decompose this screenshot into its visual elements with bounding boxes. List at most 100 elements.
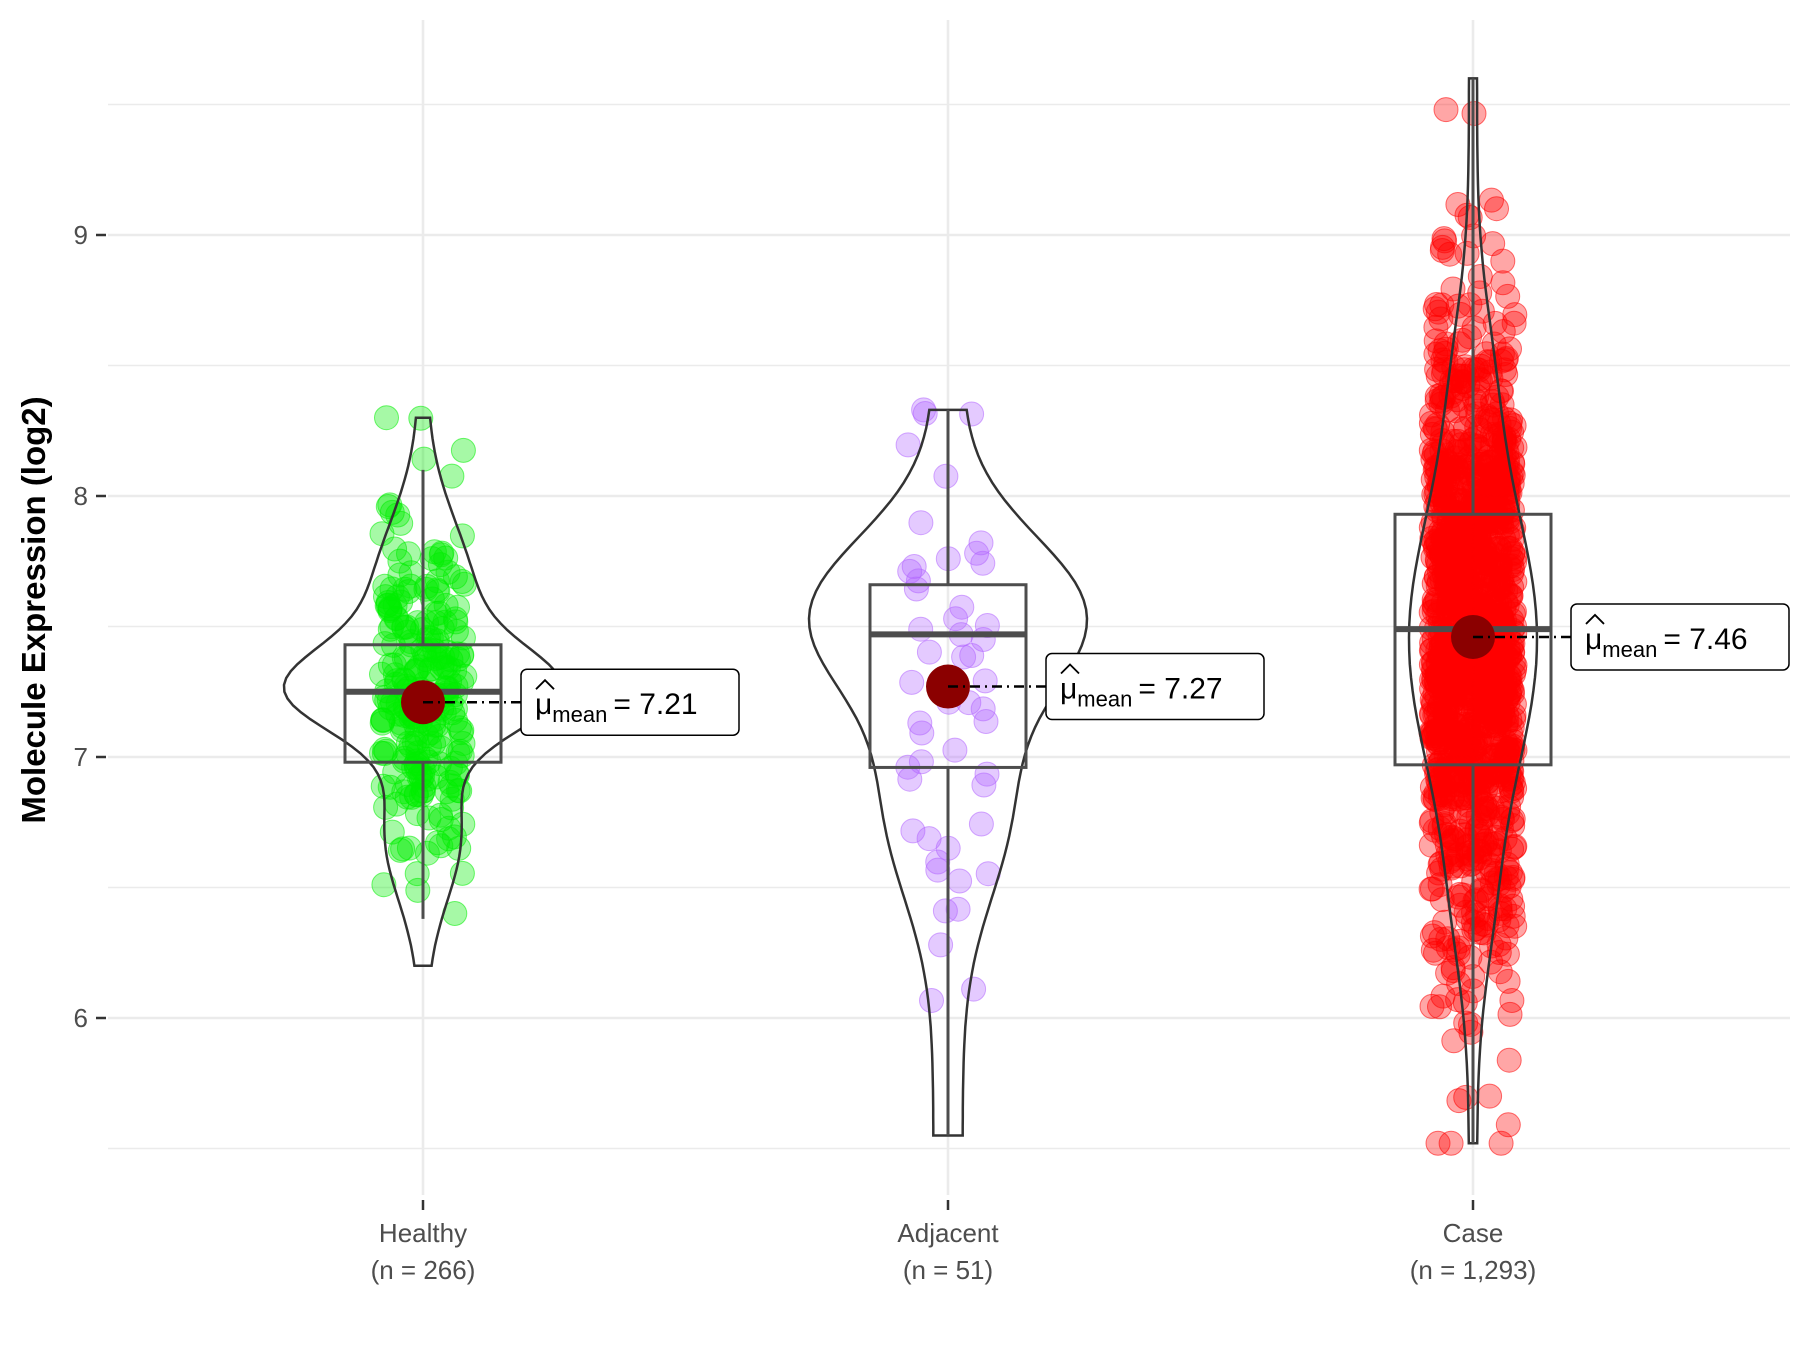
data-point-healthy <box>443 609 469 635</box>
data-point-case <box>1501 310 1527 336</box>
box-case <box>1393 512 1553 767</box>
data-point-healthy <box>414 573 440 599</box>
mean-label-box-healthy <box>520 668 740 736</box>
data-point-case <box>1424 712 1449 738</box>
data-point-healthy <box>374 405 399 431</box>
data-point-healthy <box>449 523 475 549</box>
violin-adjacent <box>807 408 1089 1137</box>
data-point-case <box>1433 97 1459 123</box>
data-point-case <box>1425 299 1451 325</box>
data-point-healthy <box>382 536 408 562</box>
data-point-healthy <box>396 835 422 861</box>
hat-icon <box>535 678 555 690</box>
data-point-healthy <box>395 772 420 797</box>
data-point-case <box>1459 663 1485 689</box>
mean-label-case: μmean = 7.46 <box>1585 623 1748 662</box>
data-point-adjacent <box>968 811 994 837</box>
data-point-healthy <box>428 833 454 859</box>
data-point-case <box>1440 557 1466 583</box>
mean-label-healthy: μmean = 7.21 <box>535 688 698 727</box>
mean-label-box-adjacent <box>1045 652 1265 721</box>
data-point-case <box>1425 663 1451 689</box>
data-point-healthy <box>390 836 416 862</box>
y-tick-label: 8 <box>74 481 88 511</box>
box-adjacent <box>868 583 1028 769</box>
violins <box>282 77 1539 1145</box>
data-point-healthy <box>439 795 465 821</box>
hat-icon <box>1585 613 1605 625</box>
data-point-case <box>1423 564 1449 590</box>
data-point-case <box>1436 470 1461 495</box>
data-point-case <box>1421 692 1447 718</box>
data-point-case <box>1456 674 1482 700</box>
data-point-case <box>1429 238 1455 263</box>
data-point-case <box>1446 1088 1472 1114</box>
data-point-healthy <box>450 437 476 463</box>
data-point-case <box>1468 353 1494 379</box>
data-point-case <box>1445 544 1471 569</box>
data-point-case <box>1443 577 1468 602</box>
data-point-adjacent <box>901 554 927 579</box>
data-point-case <box>1469 672 1495 698</box>
x-tick-label: Adjacent <box>897 1218 999 1248</box>
data-point-adjacent <box>908 616 934 642</box>
data-point-case <box>1423 940 1448 966</box>
data-point-adjacent <box>905 568 931 594</box>
data-point-case <box>1486 471 1512 497</box>
data-point-case <box>1429 655 1455 681</box>
data-point-case <box>1424 356 1450 382</box>
data-point-healthy <box>447 778 473 804</box>
data-point-case <box>1445 470 1470 495</box>
data-point-healthy <box>411 446 437 472</box>
data-point-adjacent <box>968 530 994 556</box>
data-point-case <box>1473 763 1499 789</box>
data-point-case <box>1489 565 1515 591</box>
data-point-adjacent <box>895 432 921 458</box>
data-point-case <box>1479 743 1505 768</box>
data-point-case <box>1425 1130 1451 1156</box>
x-tick-count: (n = 1,293) <box>1410 1255 1536 1285</box>
data-point-case <box>1497 1001 1523 1027</box>
data-point-case <box>1427 851 1453 877</box>
data-point-adjacent <box>970 696 996 722</box>
data-point-adjacent <box>959 643 985 668</box>
data-point-case <box>1458 737 1484 763</box>
data-point-case <box>1432 490 1458 516</box>
data-point-adjacent <box>959 401 985 427</box>
data-point-case <box>1488 429 1514 455</box>
data-point-adjacent <box>908 510 934 536</box>
data-point-healthy <box>396 541 421 567</box>
x-tick-count: (n = 51) <box>903 1255 993 1285</box>
data-point-case <box>1499 527 1525 553</box>
data-point-case <box>1424 292 1449 317</box>
data-point-adjacent <box>932 898 958 924</box>
data-point-case <box>1479 748 1505 774</box>
data-point-case <box>1494 522 1520 548</box>
data-point-case <box>1469 789 1494 815</box>
data-point-case <box>1439 828 1465 854</box>
data-point-case <box>1460 728 1486 754</box>
data-point-case <box>1470 487 1496 513</box>
data-point-healthy <box>450 625 476 651</box>
data-point-healthy <box>382 593 408 618</box>
data-point-case <box>1502 302 1528 328</box>
data-point-case <box>1454 578 1479 604</box>
data-point-case <box>1478 590 1504 616</box>
data-point-adjacent <box>945 896 971 922</box>
data-point-adjacent <box>919 988 944 1013</box>
data-point-case <box>1448 799 1474 825</box>
data-point-case <box>1479 687 1505 713</box>
data-point-healthy <box>404 861 430 887</box>
data-point-healthy <box>439 773 465 799</box>
data-point-case <box>1442 445 1468 471</box>
data-point-case <box>1494 941 1520 967</box>
data-point-case <box>1420 720 1446 746</box>
data-point-healthy <box>429 651 455 677</box>
data-point-healthy <box>413 576 439 602</box>
data-point-healthy <box>373 738 399 764</box>
data-point-case <box>1419 993 1445 1019</box>
data-point-healthy <box>421 539 447 565</box>
y-tick-label: 9 <box>74 220 88 250</box>
data-point-case <box>1486 940 1512 965</box>
data-point-case <box>1442 524 1468 550</box>
